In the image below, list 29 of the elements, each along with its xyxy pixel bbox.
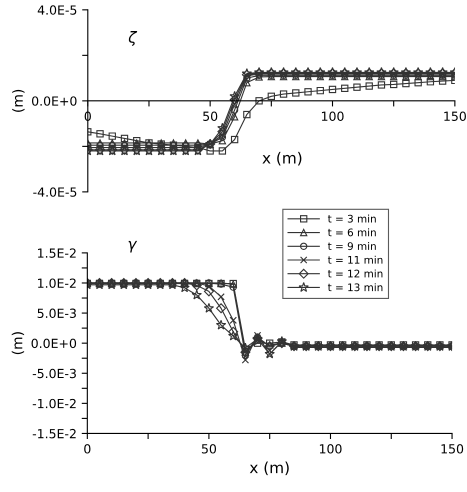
y-tick-label: -4.0E-5 bbox=[33, 187, 76, 197]
x-tick-label: 100 bbox=[322, 111, 344, 121]
legend-label: t = 13 min bbox=[328, 283, 382, 292]
x-axis-title: x (m) bbox=[262, 152, 302, 166]
y-tick-label: -1.5E-2 bbox=[32, 428, 76, 438]
legend-label: t = 6 min bbox=[328, 228, 376, 236]
y-tick-label: 4.0E-5 bbox=[38, 5, 76, 15]
legend-label: t = 3 min bbox=[328, 214, 376, 223]
annotation: ζ bbox=[128, 31, 138, 46]
y-tick-label: 0.0E+0 bbox=[32, 96, 77, 106]
x-tick-label: 100 bbox=[320, 444, 342, 454]
y-axis-title: (m) bbox=[12, 332, 24, 354]
y-tick-label: 1.0E-2 bbox=[38, 278, 76, 288]
y-tick-label: 5.0E-3 bbox=[38, 308, 76, 318]
y-tick-label: -1.0E-2 bbox=[32, 398, 76, 408]
text: γ bbox=[128, 240, 138, 252]
x-tick-label: 50 bbox=[202, 444, 216, 454]
legend-label: t = 12 min bbox=[328, 269, 382, 278]
x-tick-label: 0 bbox=[84, 444, 90, 454]
y-tick-label: 0.0E+0 bbox=[32, 338, 76, 348]
x-tick-label: 150 bbox=[442, 444, 464, 454]
legend-label: t = 11 min bbox=[328, 256, 382, 264]
x-axis-title: x (m) bbox=[250, 462, 289, 476]
x-tick-label: 50 bbox=[203, 111, 218, 121]
y-axis-title: (m) bbox=[12, 90, 25, 112]
y-tick-label: -5.0E-3 bbox=[32, 368, 76, 378]
y-tick-label: 1.5E-2 bbox=[38, 248, 76, 258]
x-tick-label: 150 bbox=[444, 111, 466, 121]
legend-label: t = 9 min bbox=[328, 242, 376, 250]
